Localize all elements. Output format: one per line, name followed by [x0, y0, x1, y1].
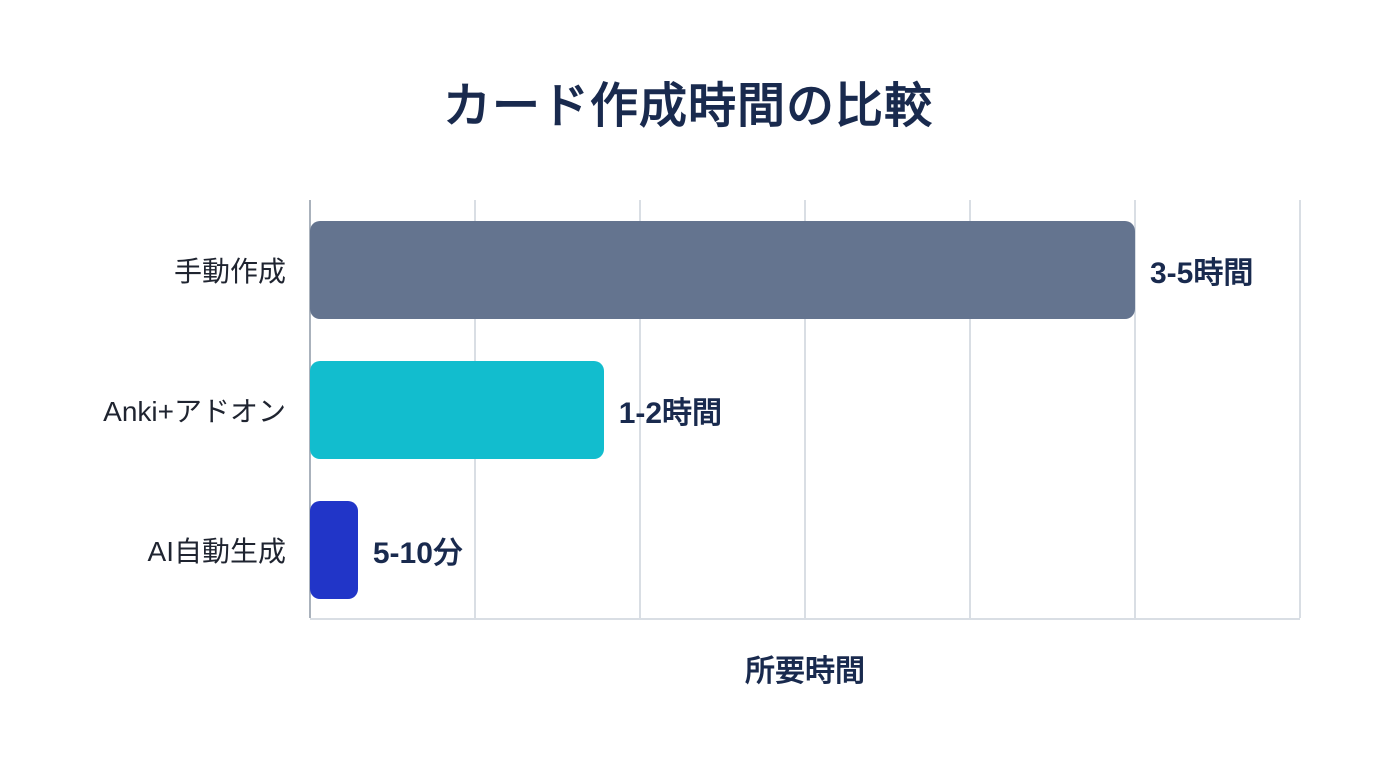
gridline — [1134, 200, 1136, 618]
bar-row: AI自動生成 5-10分 — [0, 480, 1300, 620]
gridline — [969, 200, 971, 618]
bar — [310, 361, 604, 459]
x-axis-label: 所要時間 — [745, 655, 865, 688]
gridline — [1299, 200, 1301, 618]
category-label: AI自動生成 — [147, 536, 286, 567]
gridline — [639, 200, 641, 618]
chart-title: カード作成時間の比較 — [442, 80, 933, 133]
value-label: 1-2時間 — [618, 397, 723, 430]
gridline — [804, 200, 806, 618]
bar — [310, 221, 1135, 319]
chart-rows: 手動作成 3-5時間 Anki+アドオン 1-2時間 AI自動生成 5-10分 — [0, 200, 1300, 620]
bar-track: 5-10分 — [310, 480, 1300, 620]
category-label: 手動作成 — [173, 256, 286, 287]
bar-track: 1-2時間 — [310, 340, 1300, 480]
value-label: 5-10分 — [372, 537, 463, 570]
category-label: Anki+アドオン — [103, 396, 286, 427]
bar-row: Anki+アドオン 1-2時間 — [0, 340, 1300, 480]
bar-chart: 手動作成 3-5時間 Anki+アドオン 1-2時間 AI自動生成 5-10分 — [0, 200, 1376, 620]
bar — [310, 501, 358, 599]
bar-row: 手動作成 3-5時間 — [0, 200, 1300, 340]
bar-track: 3-5時間 — [310, 200, 1300, 340]
value-label: 3-5時間 — [1150, 257, 1254, 290]
